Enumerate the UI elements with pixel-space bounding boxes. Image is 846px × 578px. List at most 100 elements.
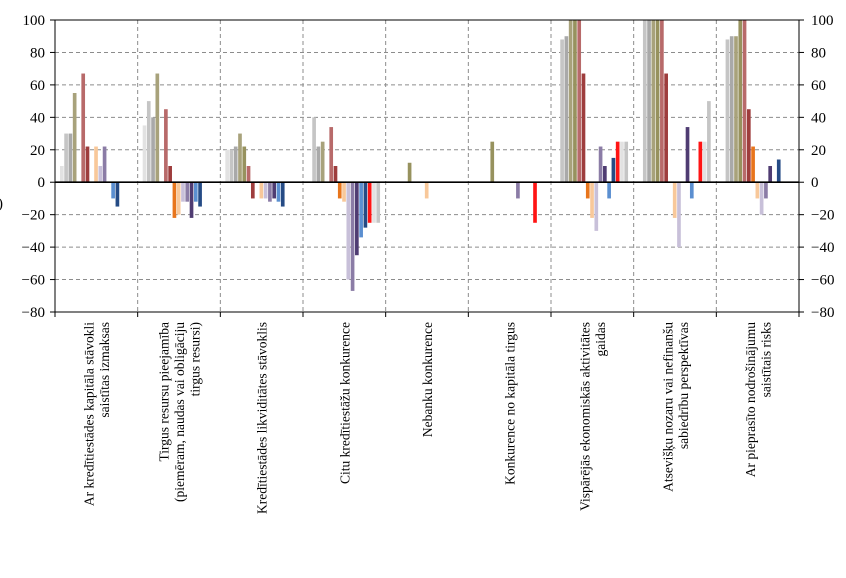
- bar-s16-c3: [376, 182, 381, 223]
- bar-s8-c3: [342, 182, 346, 202]
- bar-s1-c6: [560, 39, 564, 183]
- bar-s8-c6: [590, 182, 594, 218]
- bar-s5-c7: [660, 20, 664, 183]
- y-tick-label-right: 100: [811, 13, 834, 29]
- y-tick-label-left: −40: [22, 240, 45, 256]
- bar-s5-c3: [329, 127, 334, 183]
- bar-s8-c0: [94, 146, 98, 183]
- bar-s6-c0: [85, 146, 90, 183]
- category-label-line: sabiedrību perspektīvas: [676, 322, 691, 449]
- bar-s5-c2: [246, 166, 251, 183]
- bar-s0-c0: [60, 166, 64, 183]
- y-tick-label-left: 20: [30, 143, 45, 159]
- bar-s2-c7: [647, 20, 651, 183]
- bar-s5-c0: [81, 73, 86, 183]
- bar-s2-c3: [316, 146, 321, 183]
- category-label-2: Kredītiestādes likviditātes stāvoklis: [255, 322, 270, 514]
- bar-s1-c0: [64, 133, 68, 183]
- category-label-7: Atsevišķu nozaru vai nefinanšu sabiedrību…: [660, 322, 691, 492]
- y-tick-label-right: 0: [811, 175, 819, 191]
- category-label-8: Ar pieprasīto nodrošinājumu saistītais ri…: [743, 322, 774, 477]
- bar-s13-c6: [611, 157, 616, 183]
- bar-s12-c1: [193, 182, 198, 202]
- bar-s3-c6: [568, 20, 573, 183]
- category-label-line: Kredītiestādes likviditātes stāvoklis: [255, 322, 270, 514]
- bar-s9-c8: [759, 182, 764, 215]
- bar-s8-c8: [755, 182, 760, 199]
- category-label-1: Tirgus resursu pieejamība (piemēram, naud…: [157, 322, 203, 502]
- bar-s4-c2: [242, 146, 247, 183]
- bar-s15-c3: [372, 182, 376, 223]
- bar-s8-c1: [176, 182, 181, 215]
- bar-s16-c6: [624, 141, 629, 183]
- bar-s2-c8: [729, 36, 734, 183]
- y-tick-label-left: 60: [30, 78, 45, 94]
- y-tick-label-right: −80: [811, 305, 834, 321]
- bar-s14-c5: [533, 182, 537, 223]
- axes: [50, 19, 804, 317]
- bar-s10-c2: [268, 182, 272, 202]
- bar-s11-c6: [603, 166, 607, 183]
- bar-s4-c8: [738, 20, 743, 183]
- bar-s11-c1: [189, 182, 194, 218]
- bar-s3-c8: [734, 36, 738, 183]
- bar-s6-c1: [168, 166, 172, 183]
- bar-s2-c2: [233, 146, 238, 183]
- bar-s16-c7: [707, 101, 711, 183]
- y-tick-label-left: −20: [22, 208, 45, 224]
- bar-s8-c7: [672, 182, 677, 218]
- right-y-tick-labels: −80 −60 −40 −20 0 20 40 60 80 100: [811, 13, 834, 321]
- bar-s9-c2: [263, 182, 268, 199]
- bar-s8-c2: [259, 182, 264, 199]
- y-tick-label-right: 80: [811, 45, 826, 61]
- bar-s9-c3: [346, 182, 351, 280]
- bar-s10-c6: [598, 146, 603, 183]
- y-tick-label-left: −60: [22, 273, 45, 289]
- y-tick-label-right: 20: [811, 143, 826, 159]
- category-label-line: Citu kredītiestāžu konkurence: [337, 322, 352, 484]
- y-tick-label-left: 40: [30, 110, 45, 126]
- bars: [60, 20, 781, 291]
- bar-s5-c1: [164, 109, 168, 183]
- bar-s13-c2: [280, 182, 285, 207]
- bar-s15-c7: [702, 141, 707, 183]
- left-axis-label-fragment: ): [0, 196, 3, 212]
- bar-s12-c6: [607, 182, 611, 199]
- bar-s14-c6: [615, 141, 620, 183]
- bar-s3-c3: [320, 141, 325, 183]
- bar-s7-c6: [585, 182, 590, 199]
- bar-s9-c6: [594, 182, 599, 231]
- category-label-5: Konkurence no kapitāla tirgus: [503, 322, 518, 485]
- bar-s9-c1: [181, 182, 185, 202]
- bar-s6-c3: [333, 166, 338, 183]
- bar-s11-c2: [272, 182, 277, 199]
- category-label-line: Ar kredītiestādes kapitāla stāvokli: [82, 322, 97, 506]
- category-label-4: Nebanku konkurence: [420, 322, 435, 437]
- bar-s12-c7: [689, 182, 694, 199]
- category-label-6: Vispārējās ekonomiskās aktivitātes gaidas: [578, 322, 609, 511]
- bar-s1-c3: [312, 117, 316, 183]
- category-label-line: saistītais risks: [758, 322, 773, 397]
- y-tick-label-left: −80: [22, 305, 45, 321]
- bar-s7-c8: [751, 146, 755, 183]
- bar-s4-c6: [573, 20, 577, 183]
- category-label-0: Ar kredītiestādes kapitāla stāvokli saist…: [82, 322, 113, 506]
- bar-s9-c0: [98, 166, 103, 183]
- bar-s10-c0: [102, 146, 107, 183]
- bar-s10-c1: [185, 182, 190, 202]
- bar-s6-c2: [250, 182, 255, 199]
- bar-s6-c7: [664, 73, 668, 183]
- bar-s1-c7: [642, 20, 647, 183]
- category-label-line: Tirgus resursu pieejamība: [157, 322, 172, 462]
- y-tick-label-right: −20: [811, 208, 834, 224]
- bar-s11-c3: [355, 182, 359, 256]
- bar-s1-c8: [725, 39, 730, 183]
- y-tick-label-right: −60: [811, 273, 834, 289]
- bar-s10-c8: [764, 182, 768, 199]
- category-label-line: Konkurence no kapitāla tirgus: [503, 322, 518, 485]
- bar-s6-c8: [746, 109, 751, 183]
- category-label-line: Atsevišķu nozaru vai nefinanšu: [660, 322, 675, 492]
- bar-s7-c1: [172, 182, 177, 218]
- bar-s7-c3: [337, 182, 342, 199]
- bar-s15-c6: [620, 141, 624, 183]
